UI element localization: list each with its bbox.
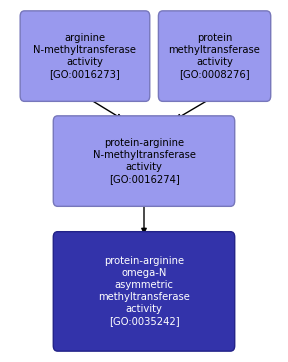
FancyBboxPatch shape: [53, 232, 235, 351]
Text: protein-arginine
omega-N
asymmetric
methyltransferase
activity
[GO:0035242]: protein-arginine omega-N asymmetric meth…: [98, 256, 190, 327]
Text: protein
methyltransferase
activity
[GO:0008276]: protein methyltransferase activity [GO:0…: [168, 33, 261, 79]
Text: protein-arginine
N-methyltransferase
activity
[GO:0016274]: protein-arginine N-methyltransferase act…: [92, 138, 196, 184]
FancyBboxPatch shape: [53, 116, 235, 206]
FancyBboxPatch shape: [158, 11, 271, 101]
FancyBboxPatch shape: [20, 11, 150, 101]
Text: arginine
N-methyltransferase
activity
[GO:0016273]: arginine N-methyltransferase activity [G…: [33, 33, 137, 79]
